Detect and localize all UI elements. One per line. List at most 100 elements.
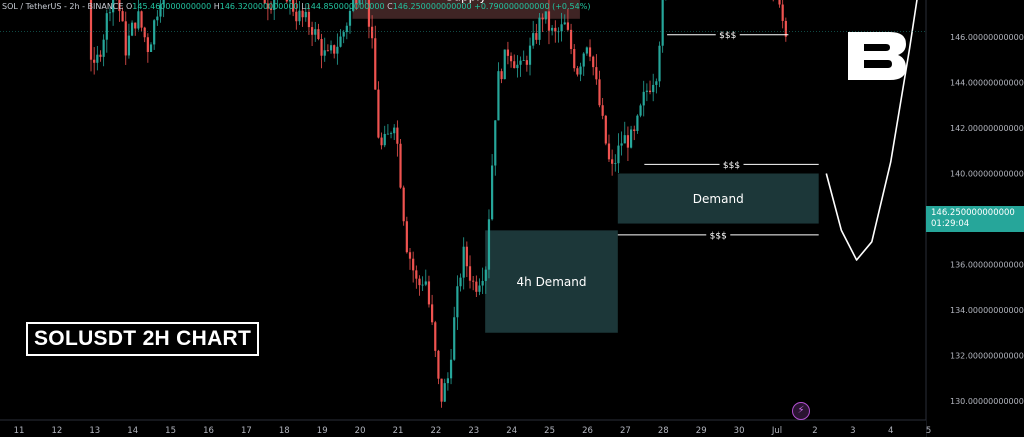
liquidity-label: $$$ [723, 161, 740, 171]
candle-body [345, 25, 348, 33]
candle-body [389, 133, 393, 135]
zone-demand-4[interactable] [485, 230, 618, 333]
time-tick-label: 25 [544, 426, 555, 436]
candle-body [446, 378, 450, 384]
candle-body [566, 22, 570, 30]
candle-body [399, 143, 402, 188]
candle-body [143, 27, 146, 38]
candle-body [784, 20, 787, 37]
candle-body [607, 143, 611, 160]
candle-body [648, 90, 652, 93]
candle-body [307, 11, 311, 28]
candle-body [573, 49, 576, 69]
candle-body [592, 56, 595, 68]
candle-body [418, 278, 421, 286]
liquidity-label: $$$ [719, 31, 736, 41]
candle-body [633, 129, 636, 131]
candle-body [604, 115, 607, 144]
candle-body [484, 269, 487, 281]
candle-body [557, 31, 560, 33]
candle-body [560, 24, 563, 32]
candle-body [462, 246, 465, 278]
candle-body [121, 11, 124, 22]
candle-body [503, 49, 506, 80]
candle-body [478, 285, 481, 292]
zone-supply-2[interactable] [352, 0, 580, 19]
lightning-icon[interactable]: ⚡ [792, 402, 810, 420]
candle-body [273, 0, 276, 10]
candle-body [317, 29, 320, 40]
candle-body [626, 135, 630, 148]
price-tick-label: 146.000000000000 [950, 33, 1024, 42]
candle-body [105, 13, 108, 40]
candle-body [642, 91, 645, 106]
candle-body [402, 187, 405, 222]
time-tick-label: 22 [430, 426, 441, 436]
time-tick-label: 12 [51, 426, 62, 436]
candle-body [494, 120, 497, 166]
candle-body [146, 37, 149, 53]
candle-body [513, 61, 516, 69]
time-axis-bg [0, 420, 926, 437]
candle-body [519, 60, 522, 65]
candle-body [595, 67, 598, 80]
candle-body [371, 26, 374, 39]
candle-body [348, 10, 352, 26]
zone-label: Supply [446, 0, 487, 4]
candle-body [516, 64, 519, 69]
time-tick-label: 24 [506, 426, 517, 436]
symbol-label[interactable]: SOL / TetherUS - 2h - BINANCE [2, 2, 124, 11]
candle-body [130, 22, 134, 36]
candle-body [140, 11, 143, 28]
candle-body [127, 35, 131, 56]
candle-body [149, 44, 153, 53]
liquidity-lines-layer: $$$$$$$$$$$$$$$ [0, 0, 926, 261]
time-tick-label: 15 [165, 426, 176, 436]
candle-body [89, 0, 93, 60]
candle-body [449, 359, 453, 379]
candle-body [617, 145, 620, 164]
candle-body [427, 281, 431, 305]
candle-body [611, 159, 614, 164]
time-tick-label: 21 [393, 426, 404, 436]
candle-body [421, 284, 424, 286]
candle-body [437, 350, 440, 379]
close-value: 146.250000000000 [392, 2, 472, 11]
candle-body [538, 17, 541, 40]
candle-body [326, 50, 329, 52]
candle-body [367, 0, 371, 27]
candle-body [620, 143, 623, 146]
candle-body [405, 221, 408, 253]
time-axis[interactable]: 11 12 13 14 15 16 17 18 19 20 21 22 23 24 25 26 27 28 29 30… [0, 419, 931, 437]
price-tick-label: 134.000000000000 [950, 306, 1024, 315]
time-tick-label: 27 [620, 426, 631, 436]
candle-body [453, 317, 456, 360]
candle-body [159, 4, 162, 17]
candle-body [522, 60, 525, 61]
candle-body [541, 17, 544, 20]
candle-body [434, 322, 437, 351]
candle-body [491, 165, 494, 220]
price-tick-label: 144.000000000000 [950, 79, 1024, 88]
candle-body [310, 27, 314, 35]
liquidity-label-bg [706, 229, 731, 240]
candle-body [506, 49, 510, 56]
candle-body [124, 21, 127, 56]
candles-layer [89, 0, 787, 408]
liquidity-label-bg [719, 159, 744, 170]
current-price-value: 146.250000000000 [931, 208, 1015, 218]
candle-body [269, 8, 273, 10]
candle-body [535, 33, 538, 40]
zone-demand-3[interactable] [617, 173, 819, 224]
candle-body [585, 47, 588, 54]
price-tick-label: 132.000000000000 [950, 352, 1024, 361]
candle-body [576, 68, 579, 75]
candle-body [380, 137, 383, 146]
time-tick-label: 11 [14, 426, 25, 436]
time-tick-label: 4 [888, 426, 893, 436]
candle-body [352, 0, 355, 11]
candle-body [102, 39, 105, 57]
candle-body [118, 0, 121, 12]
liquidity-label: $$$ [710, 231, 727, 241]
candle-body [601, 105, 604, 116]
